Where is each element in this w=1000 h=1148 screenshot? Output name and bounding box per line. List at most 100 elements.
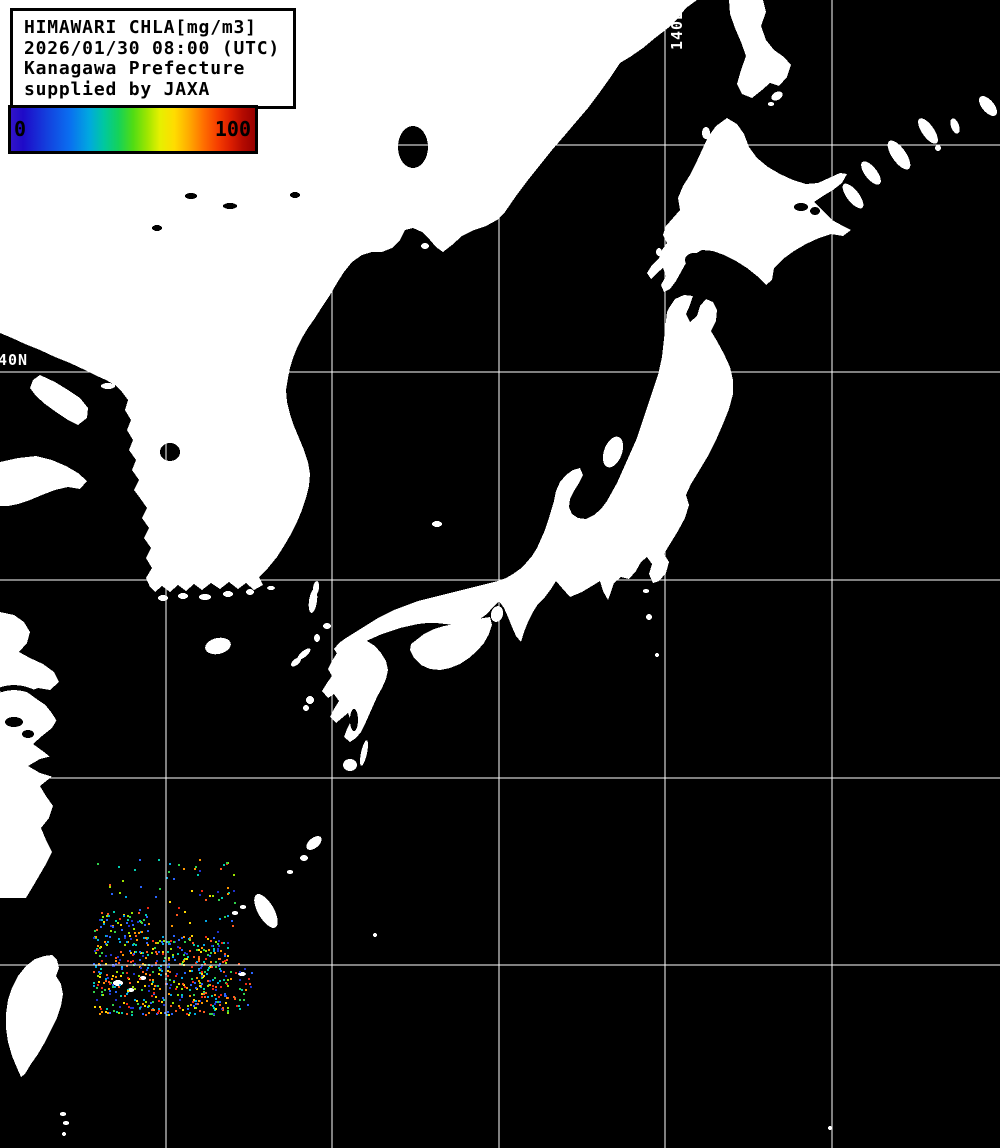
chla-dot (198, 980, 200, 982)
chla-dot (109, 886, 111, 888)
chla-dot (217, 950, 219, 952)
chla-dot (162, 953, 164, 955)
chla-dot (141, 989, 143, 991)
chla-dot (93, 991, 95, 993)
chla-dot (193, 1005, 195, 1007)
chla-dot (97, 975, 99, 977)
chla-dot (104, 941, 106, 943)
cloud-patch-1-island (113, 980, 123, 986)
chla-dot (169, 943, 171, 945)
hokkaido-lake-2 (810, 207, 820, 215)
chla-dot (199, 859, 201, 861)
chla-dot (130, 1007, 132, 1009)
chla-dot (159, 969, 161, 971)
colorbar-max-label: 100 (214, 117, 251, 141)
chla-dot (159, 940, 161, 942)
chla-dot (112, 975, 114, 977)
chla-dot (250, 986, 252, 988)
tsushima-2-island (312, 581, 320, 595)
okushiri-island (656, 248, 662, 256)
hirado-island (314, 634, 320, 642)
chla-dot (194, 982, 196, 984)
chla-dot (126, 965, 128, 967)
chla-dot (147, 954, 149, 956)
china-lake-2 (22, 730, 34, 738)
chla-dot (147, 937, 149, 939)
chla-dot (138, 975, 140, 977)
chla-dot (212, 988, 214, 990)
chla-dot (226, 983, 228, 985)
chla-dot (98, 963, 100, 965)
sakhalin-islet-2-island (768, 102, 774, 106)
chla-dot (214, 994, 216, 996)
chla-dot (115, 999, 117, 1001)
chla-dot (97, 984, 99, 986)
chla-dot (247, 1004, 249, 1006)
chla-dot (220, 986, 222, 988)
chla-dot (107, 977, 109, 979)
chla-dot (119, 1006, 121, 1008)
chla-dot (222, 961, 224, 963)
primorye-lake-2 (223, 203, 237, 209)
kuril-3-island (887, 140, 911, 170)
chla-dot (166, 1014, 168, 1016)
ulleungdo-island (257, 450, 265, 454)
korea-south-islet-3-island (199, 594, 211, 600)
chla-dot (151, 1009, 153, 1011)
amami-2-island (300, 855, 308, 861)
chla-dot (191, 966, 193, 968)
chla-dot (215, 961, 217, 963)
chla-dot (94, 1006, 96, 1008)
chla-dot (186, 958, 188, 960)
awaji-island (490, 606, 504, 622)
chla-dot (220, 950, 222, 952)
chla-dot (211, 995, 213, 997)
chla-dot (199, 870, 201, 872)
chla-dot (124, 937, 126, 939)
water-features (0, 126, 820, 779)
chla-dot (93, 971, 95, 973)
chla-dot (198, 1000, 200, 1002)
chla-dot (199, 985, 201, 987)
chla-dot (251, 972, 253, 974)
korea-south-islet-2-island (178, 593, 188, 599)
chla-dot (164, 1012, 166, 1014)
chla-dot (189, 950, 191, 952)
chla-dot (132, 944, 134, 946)
chla-dot (186, 987, 188, 989)
chla-dot (223, 971, 225, 973)
chla-dot (125, 896, 127, 898)
chla-dot (152, 1001, 154, 1003)
chla-dot (169, 979, 171, 981)
chla-dot (117, 922, 119, 924)
chla-dot (156, 953, 158, 955)
chla-dot (178, 939, 180, 941)
chla-dot (111, 978, 113, 980)
chla-dot (167, 1011, 169, 1013)
chla-dot (100, 972, 102, 974)
nk-coast-islet-1-island (101, 383, 115, 389)
chla-dot (203, 949, 205, 951)
chla-dot (115, 957, 117, 959)
chla-dot (139, 978, 141, 980)
chla-dot (215, 1001, 217, 1003)
chla-dot (162, 936, 164, 938)
chla-dot (97, 949, 99, 951)
chla-dot (221, 942, 223, 944)
chla-dot (170, 940, 172, 942)
gyeonggi-bay (160, 443, 180, 461)
chla-dot (200, 967, 202, 969)
chla-dot (143, 919, 145, 921)
chla-dot (101, 987, 103, 989)
chla-dot (148, 1005, 150, 1007)
chla-dot (139, 920, 141, 922)
chla-dot (224, 953, 226, 955)
chla-dot (118, 866, 120, 868)
chla-dot (118, 962, 120, 964)
chla-dot (109, 993, 111, 995)
kerama-2-island (240, 905, 246, 909)
chla-dot (110, 954, 112, 956)
chla-dot (129, 982, 131, 984)
chla-dot (154, 985, 156, 987)
chla-dot (122, 954, 124, 956)
